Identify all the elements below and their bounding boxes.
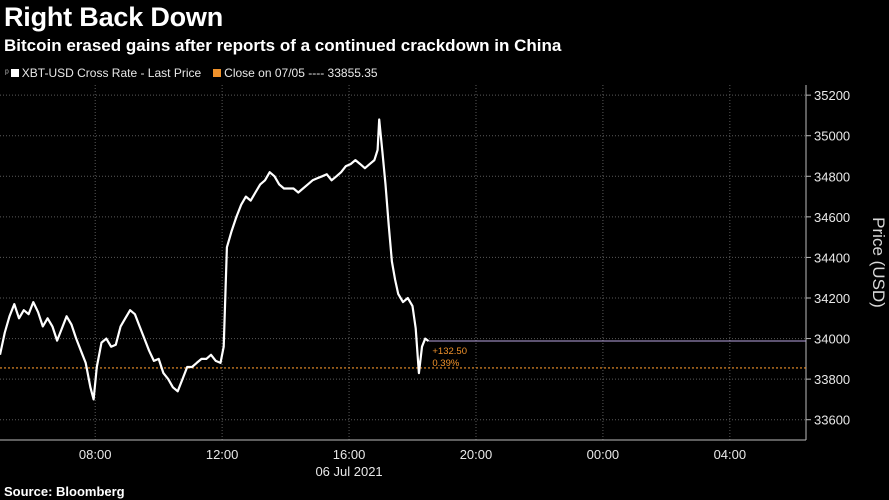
x-tick-label: 16:00 — [333, 447, 366, 462]
x-tick-label: 12:00 — [206, 447, 239, 462]
y-axis-title: Price (USD) — [869, 217, 888, 308]
legend-item-series: ᵖ XBT-USD Cross Rate - Last Price — [5, 66, 201, 80]
y-tick-label: 34600 — [814, 210, 850, 225]
chart-subtitle: Bitcoin erased gains after reports of a … — [4, 36, 562, 55]
legend-item-close: Close on 07/05 ---- 33855.35 — [213, 66, 378, 80]
y-tick-label: 33600 — [814, 413, 850, 428]
y-tick-label: 35200 — [814, 88, 850, 103]
x-tick-label: 20:00 — [460, 447, 493, 462]
y-tick-label: 33800 — [814, 372, 850, 387]
legend: ᵖ XBT-USD Cross Rate - Last Price Close … — [5, 66, 390, 80]
x-axis-title: 06 Jul 2021 — [315, 464, 382, 479]
y-tick-label: 34200 — [814, 291, 850, 306]
x-tick-label: 08:00 — [79, 447, 112, 462]
source-note: Source: Bloomberg — [4, 484, 125, 499]
legend-label-series: XBT-USD Cross Rate - Last Price — [21, 66, 202, 80]
y-tick-label: 34800 — [814, 169, 850, 184]
x-tick-label: 04:00 — [714, 447, 747, 462]
price-series-line — [0, 118, 430, 401]
percent-change-annotation: 0.39% — [432, 358, 459, 369]
pin-icon: ᵖ — [5, 67, 9, 79]
chart-title: Right Back Down — [4, 2, 224, 32]
legend-label-close: Close on 07/05 ---- 33855.35 — [224, 66, 378, 80]
legend-swatch-close — [213, 69, 222, 77]
y-tick-label: 34400 — [814, 250, 850, 265]
x-tick-label: 00:00 — [587, 447, 620, 462]
legend-swatch-series — [10, 69, 19, 77]
change-annotation: +132.50 — [432, 346, 467, 357]
y-tick-label: 35000 — [814, 129, 850, 144]
y-tick-label: 34000 — [814, 332, 850, 347]
